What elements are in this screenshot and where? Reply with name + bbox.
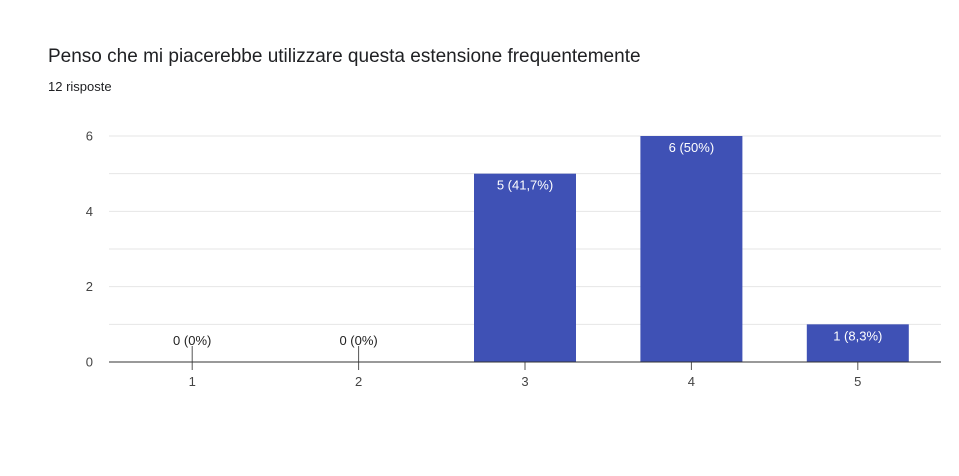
y-tick-label: 0 [86, 355, 93, 370]
y-tick-label: 6 [86, 129, 93, 144]
x-tick-label: 2 [355, 374, 362, 389]
bars [474, 136, 909, 362]
y-tick-labels: 0 2 4 6 [86, 129, 93, 370]
bar[interactable] [474, 173, 576, 362]
x-axis [109, 346, 941, 370]
data-label: 0 (0%) [339, 333, 377, 348]
x-tick-label: 1 [189, 374, 196, 389]
data-labels: 0 (0%) 0 (0%) 5 (41,7%) 6 (50%) 1 (8,3%) [173, 140, 882, 348]
data-label: 6 (50%) [669, 140, 715, 155]
response-count: 12 risposte [48, 79, 112, 94]
x-tick-label: 4 [688, 374, 695, 389]
data-label: 5 (41,7%) [497, 178, 553, 193]
data-label: 0 (0%) [173, 333, 211, 348]
y-tick-label: 2 [86, 279, 93, 294]
data-label: 1 (8,3%) [833, 328, 882, 343]
x-tick-label: 5 [854, 374, 861, 389]
x-tick-labels: 1 2 3 4 5 [189, 374, 862, 389]
bar[interactable] [640, 136, 743, 362]
question-title: Penso che mi piacerebbe utilizzare quest… [48, 46, 641, 67]
bar[interactable] [806, 324, 909, 362]
y-tick-label: 4 [86, 204, 93, 219]
x-tick-label: 3 [521, 374, 528, 389]
